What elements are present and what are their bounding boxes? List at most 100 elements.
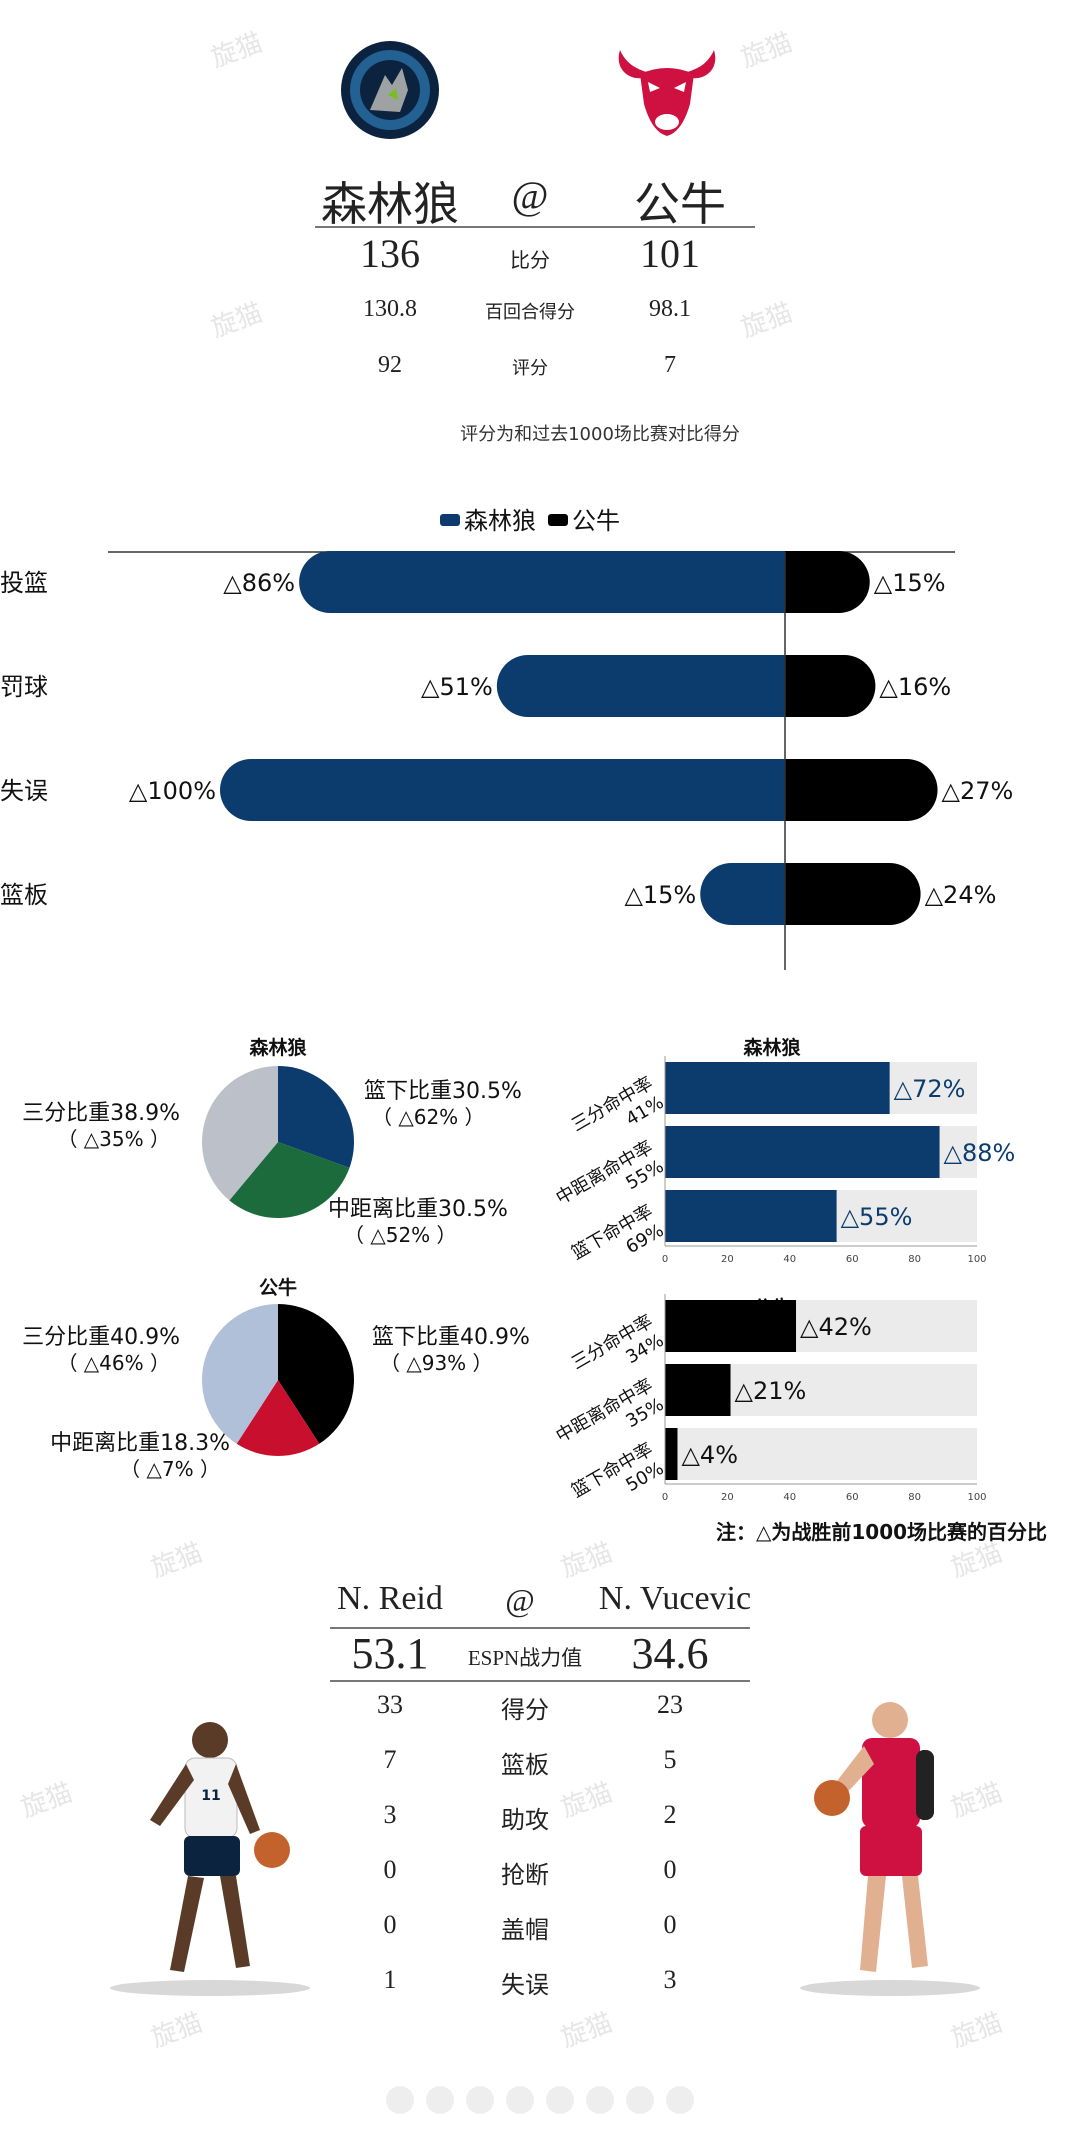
home-stat-value: 98.1 [649, 296, 691, 322]
footnote: 注：△为战胜前1000场比赛的百分比 [716, 1520, 1048, 1544]
away-espn-value: 53.1 [351, 1629, 429, 1678]
pie-slice-sub: （ △7% ） [120, 1457, 220, 1481]
player-divider-top [330, 1627, 750, 1629]
pie-slice [229, 1142, 350, 1218]
player-stat-label: 抢断 [501, 1861, 549, 1889]
header-divider [315, 226, 755, 228]
bar-wolves [496, 655, 785, 717]
hit-tick-label: 20 [721, 1254, 734, 1265]
bulls-logo [612, 44, 722, 140]
hit-bar [665, 1300, 797, 1352]
away-stat-value: 136 [360, 231, 420, 276]
stat-label: 百回合得分 [485, 302, 575, 323]
hit-bar-label: △55% [841, 1203, 913, 1231]
reid-player-image: 11 [100, 1700, 320, 2000]
pie-title: 森林狼 [249, 1036, 307, 1059]
watermark: 旋猫 [147, 1537, 207, 1584]
pie-slice-label: 三分比重40.9% [22, 1325, 180, 1350]
player-stat-label: 助攻 [501, 1806, 549, 1834]
pie-slice-label: 篮下比重40.9% [372, 1325, 530, 1350]
bar-label-wolves: △100% [129, 777, 216, 805]
hit-tick-label: 80 [908, 1492, 921, 1503]
home-espn-value: 34.6 [631, 1629, 709, 1678]
hit-bar-label: △21% [735, 1377, 807, 1405]
home-stat-value: 7 [664, 352, 676, 378]
hit-tick-label: 80 [908, 1254, 921, 1265]
wolves-logo [340, 40, 440, 140]
home-player-stat: 0 [663, 1910, 677, 1939]
pie-slice-sub: （ △93% ） [380, 1351, 493, 1375]
espn-label: ESPN战力值 [467, 1646, 583, 1670]
pie-slice-label: 三分比重38.9% [22, 1101, 180, 1126]
watermark: 旋猫 [557, 1537, 617, 1584]
player-divider-bottom [330, 1680, 750, 1682]
player-stat-label: 得分 [501, 1696, 549, 1724]
player-at-sign: @ [505, 1582, 535, 1618]
hit-bar-label: △4% [681, 1441, 738, 1469]
away-team-name: 森林狼 [321, 179, 459, 230]
watermark: 旋猫 [207, 27, 267, 74]
away-player-stat: 7 [383, 1745, 397, 1774]
hit-chart-title: 森林狼 [743, 1036, 801, 1059]
player-stat-label: 篮板 [501, 1751, 549, 1779]
watermark: 旋猫 [737, 27, 797, 74]
bar-label-bulls: △24% [925, 881, 997, 909]
home-stat-value: 101 [640, 231, 700, 276]
hit-tick-label: 20 [721, 1492, 734, 1503]
pie-slice-label: 篮下比重30.5% [364, 1079, 522, 1104]
bar-bulls [785, 759, 938, 821]
away-player-stat: 0 [383, 1910, 397, 1939]
category-label: 投篮 [0, 569, 48, 597]
category-label: 罚球 [0, 673, 48, 701]
watermark: 旋猫 [17, 1777, 77, 1824]
legend-label-bulls: 公牛 [572, 507, 620, 535]
pie-slice-label: 中距离比重30.5% [328, 1197, 508, 1222]
category-label: 篮板 [0, 881, 48, 909]
hit-tick-label: 100 [967, 1254, 986, 1265]
away-player-stat: 1 [383, 1965, 397, 1994]
away-player-stat: 33 [377, 1690, 403, 1719]
home-player-stat: 0 [663, 1855, 677, 1884]
hit-tick-label: 60 [846, 1254, 859, 1265]
player-stat-label: 盖帽 [501, 1916, 549, 1944]
pie-slice-sub: （ △35% ） [57, 1127, 170, 1151]
vucevic-player-image [790, 1680, 990, 2000]
pie-title: 公牛 [259, 1276, 297, 1299]
hit-bar [665, 1126, 940, 1178]
away-player-name: N. Reid [337, 1580, 443, 1617]
home-player-stat: 2 [663, 1800, 677, 1829]
bottom-decoration [386, 2086, 694, 2114]
hit-tick-label: 40 [783, 1254, 796, 1265]
bulls-hit-rate-chart: 公牛△42%三分命中率34%△21%中距离命中率35%△4%篮下命中率50%02… [552, 1294, 987, 1503]
bar-wolves [220, 759, 785, 821]
svg-text:11: 11 [201, 1788, 220, 1804]
hit-bar-label: △42% [800, 1313, 872, 1341]
stat-label: 比分 [510, 248, 550, 272]
hit-tick-label: 40 [783, 1492, 796, 1503]
bar-bulls [785, 551, 870, 613]
home-team-name: 公牛 [634, 179, 726, 230]
hit-tick-label: 0 [662, 1492, 668, 1503]
watermark: 旋猫 [557, 2007, 617, 2054]
bar-bulls [785, 863, 921, 925]
hit-tick-label: 0 [662, 1254, 668, 1265]
player-stat-label: 失误 [501, 1971, 549, 1999]
bar-label-bulls: △16% [879, 673, 951, 701]
pie-slice [278, 1304, 354, 1444]
hit-bar-label: △72% [894, 1075, 966, 1103]
watermark: 旋猫 [947, 2007, 1007, 2054]
pie-slice-sub: （ △46% ） [57, 1351, 170, 1375]
bar-wolves [700, 863, 785, 925]
wolves-hit-rate-chart: 森林狼△72%三分命中率41%△88%中距离命中率55%△55%篮下命中率69%… [552, 1036, 1015, 1265]
pie-slice-sub: （ △52% ） [344, 1223, 457, 1247]
home-player-stat: 3 [663, 1965, 677, 1994]
hit-bar [665, 1190, 837, 1242]
legend-swatch-wolves [440, 514, 460, 526]
hit-bar [665, 1062, 890, 1114]
away-stat-value: 92 [378, 352, 402, 378]
